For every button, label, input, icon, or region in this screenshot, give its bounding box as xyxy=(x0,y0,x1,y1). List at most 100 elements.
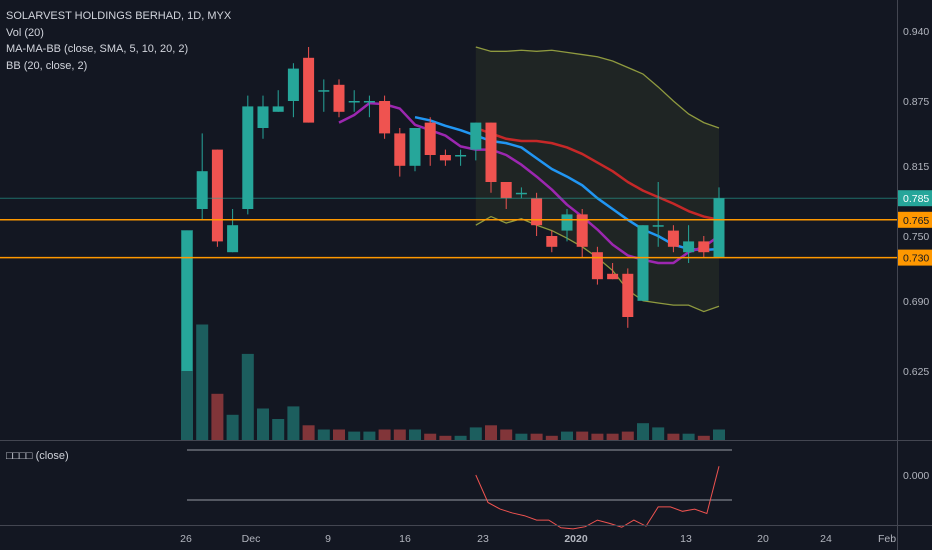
candle-body xyxy=(227,225,239,253)
candle xyxy=(439,149,451,166)
candle xyxy=(333,79,345,118)
time-tick-label: 13 xyxy=(680,533,692,545)
candle-body xyxy=(287,68,299,101)
candle-body xyxy=(622,273,634,317)
time-tick-label: 16 xyxy=(399,533,411,545)
candle xyxy=(455,149,467,166)
bb-legend[interactable]: BB (20, close, 2) xyxy=(6,59,88,72)
bollinger-upper-line xyxy=(475,46,720,129)
candle xyxy=(576,209,588,258)
candle-body xyxy=(363,101,375,103)
volume-bar xyxy=(485,425,497,440)
volume-legend[interactable]: Vol (20) xyxy=(6,26,44,39)
candle xyxy=(181,230,193,371)
volume-bar xyxy=(545,435,558,440)
candle-body xyxy=(531,198,543,226)
volume-bar xyxy=(424,433,437,440)
hline-upper-label-bg xyxy=(898,211,932,228)
candle xyxy=(667,225,679,253)
time-tick-label: Dec xyxy=(242,533,261,545)
candle-body xyxy=(333,84,345,112)
volume-bar xyxy=(561,431,573,440)
ma-20-line xyxy=(475,126,720,222)
volume-bar xyxy=(637,423,649,440)
candle xyxy=(561,209,573,242)
price-tick-label: 0.625 xyxy=(903,366,929,378)
price-tick-label: 0.940 xyxy=(903,26,929,38)
symbol-title[interactable]: SOLARVEST HOLDINGS BERHAD, 1D, MYX xyxy=(6,10,232,22)
time-tick-label: 2020 xyxy=(564,533,588,545)
volume-bar xyxy=(241,353,254,440)
candle-body xyxy=(470,122,482,150)
hline-lower-label: 0.730 xyxy=(903,253,929,265)
candle-body xyxy=(242,106,254,209)
candle xyxy=(652,182,664,247)
candle xyxy=(196,133,208,220)
time-tick-label: Feb xyxy=(878,533,896,545)
candle-body xyxy=(348,101,360,103)
hline-lower-label-bg xyxy=(898,249,932,266)
candle-body xyxy=(257,106,269,128)
candle xyxy=(363,95,375,118)
volume-bar xyxy=(317,429,330,440)
volume-bar xyxy=(196,324,209,440)
candle xyxy=(531,192,543,236)
candle xyxy=(409,128,421,172)
candle-body xyxy=(637,225,649,301)
candle xyxy=(287,63,299,118)
volume-bar xyxy=(257,408,269,440)
volume-bar xyxy=(697,435,710,440)
volume-bar xyxy=(226,414,239,440)
volume-bar xyxy=(378,429,391,440)
candle xyxy=(272,90,284,112)
candle-body xyxy=(318,90,330,92)
candle-body xyxy=(591,252,603,280)
candle xyxy=(713,187,725,258)
hline-upper-label: 0.765 xyxy=(903,215,929,227)
candle-body xyxy=(181,230,193,371)
oscillator-legend[interactable]: □□□□ (close) xyxy=(6,450,69,462)
candle-body xyxy=(455,155,467,157)
candle xyxy=(485,122,497,193)
volume-bar xyxy=(348,431,361,440)
volume-bars xyxy=(181,230,725,440)
volume-bar xyxy=(302,425,315,440)
candle xyxy=(515,187,527,199)
candle-body xyxy=(652,225,664,227)
candle-body xyxy=(713,198,725,258)
price-tick-label: 0.815 xyxy=(903,161,929,173)
volume-bar xyxy=(576,431,589,440)
candle xyxy=(303,47,315,123)
candle-body xyxy=(303,57,315,123)
candle-body xyxy=(576,214,588,247)
horizontal-lines[interactable] xyxy=(0,197,897,259)
volume-bar xyxy=(363,431,376,440)
last-price-label: 0.785 xyxy=(903,193,929,205)
volume-bar xyxy=(667,433,680,440)
candle xyxy=(546,230,558,253)
candle-body xyxy=(409,128,421,166)
candle-body xyxy=(439,155,451,161)
candle xyxy=(683,225,695,263)
time-tick-label: 9 xyxy=(325,533,331,545)
volume-bar xyxy=(409,429,421,440)
candle xyxy=(470,122,482,161)
volume-bar xyxy=(287,406,300,440)
candle-body xyxy=(272,106,284,112)
candle-body xyxy=(424,122,436,155)
candle xyxy=(424,117,436,166)
candle-body xyxy=(561,214,573,231)
ma-legend[interactable]: MA-MA-BB (close, SMA, 5, 10, 20, 2) xyxy=(6,43,189,55)
volume-bar xyxy=(515,433,528,440)
osc-line xyxy=(475,466,720,530)
volume-bar xyxy=(606,433,619,440)
volume-bar xyxy=(500,429,513,440)
candle xyxy=(591,246,603,285)
volume-bar xyxy=(530,433,543,440)
candle xyxy=(607,263,619,280)
last-price-label-bg xyxy=(898,190,932,207)
volume-bar xyxy=(652,427,665,440)
